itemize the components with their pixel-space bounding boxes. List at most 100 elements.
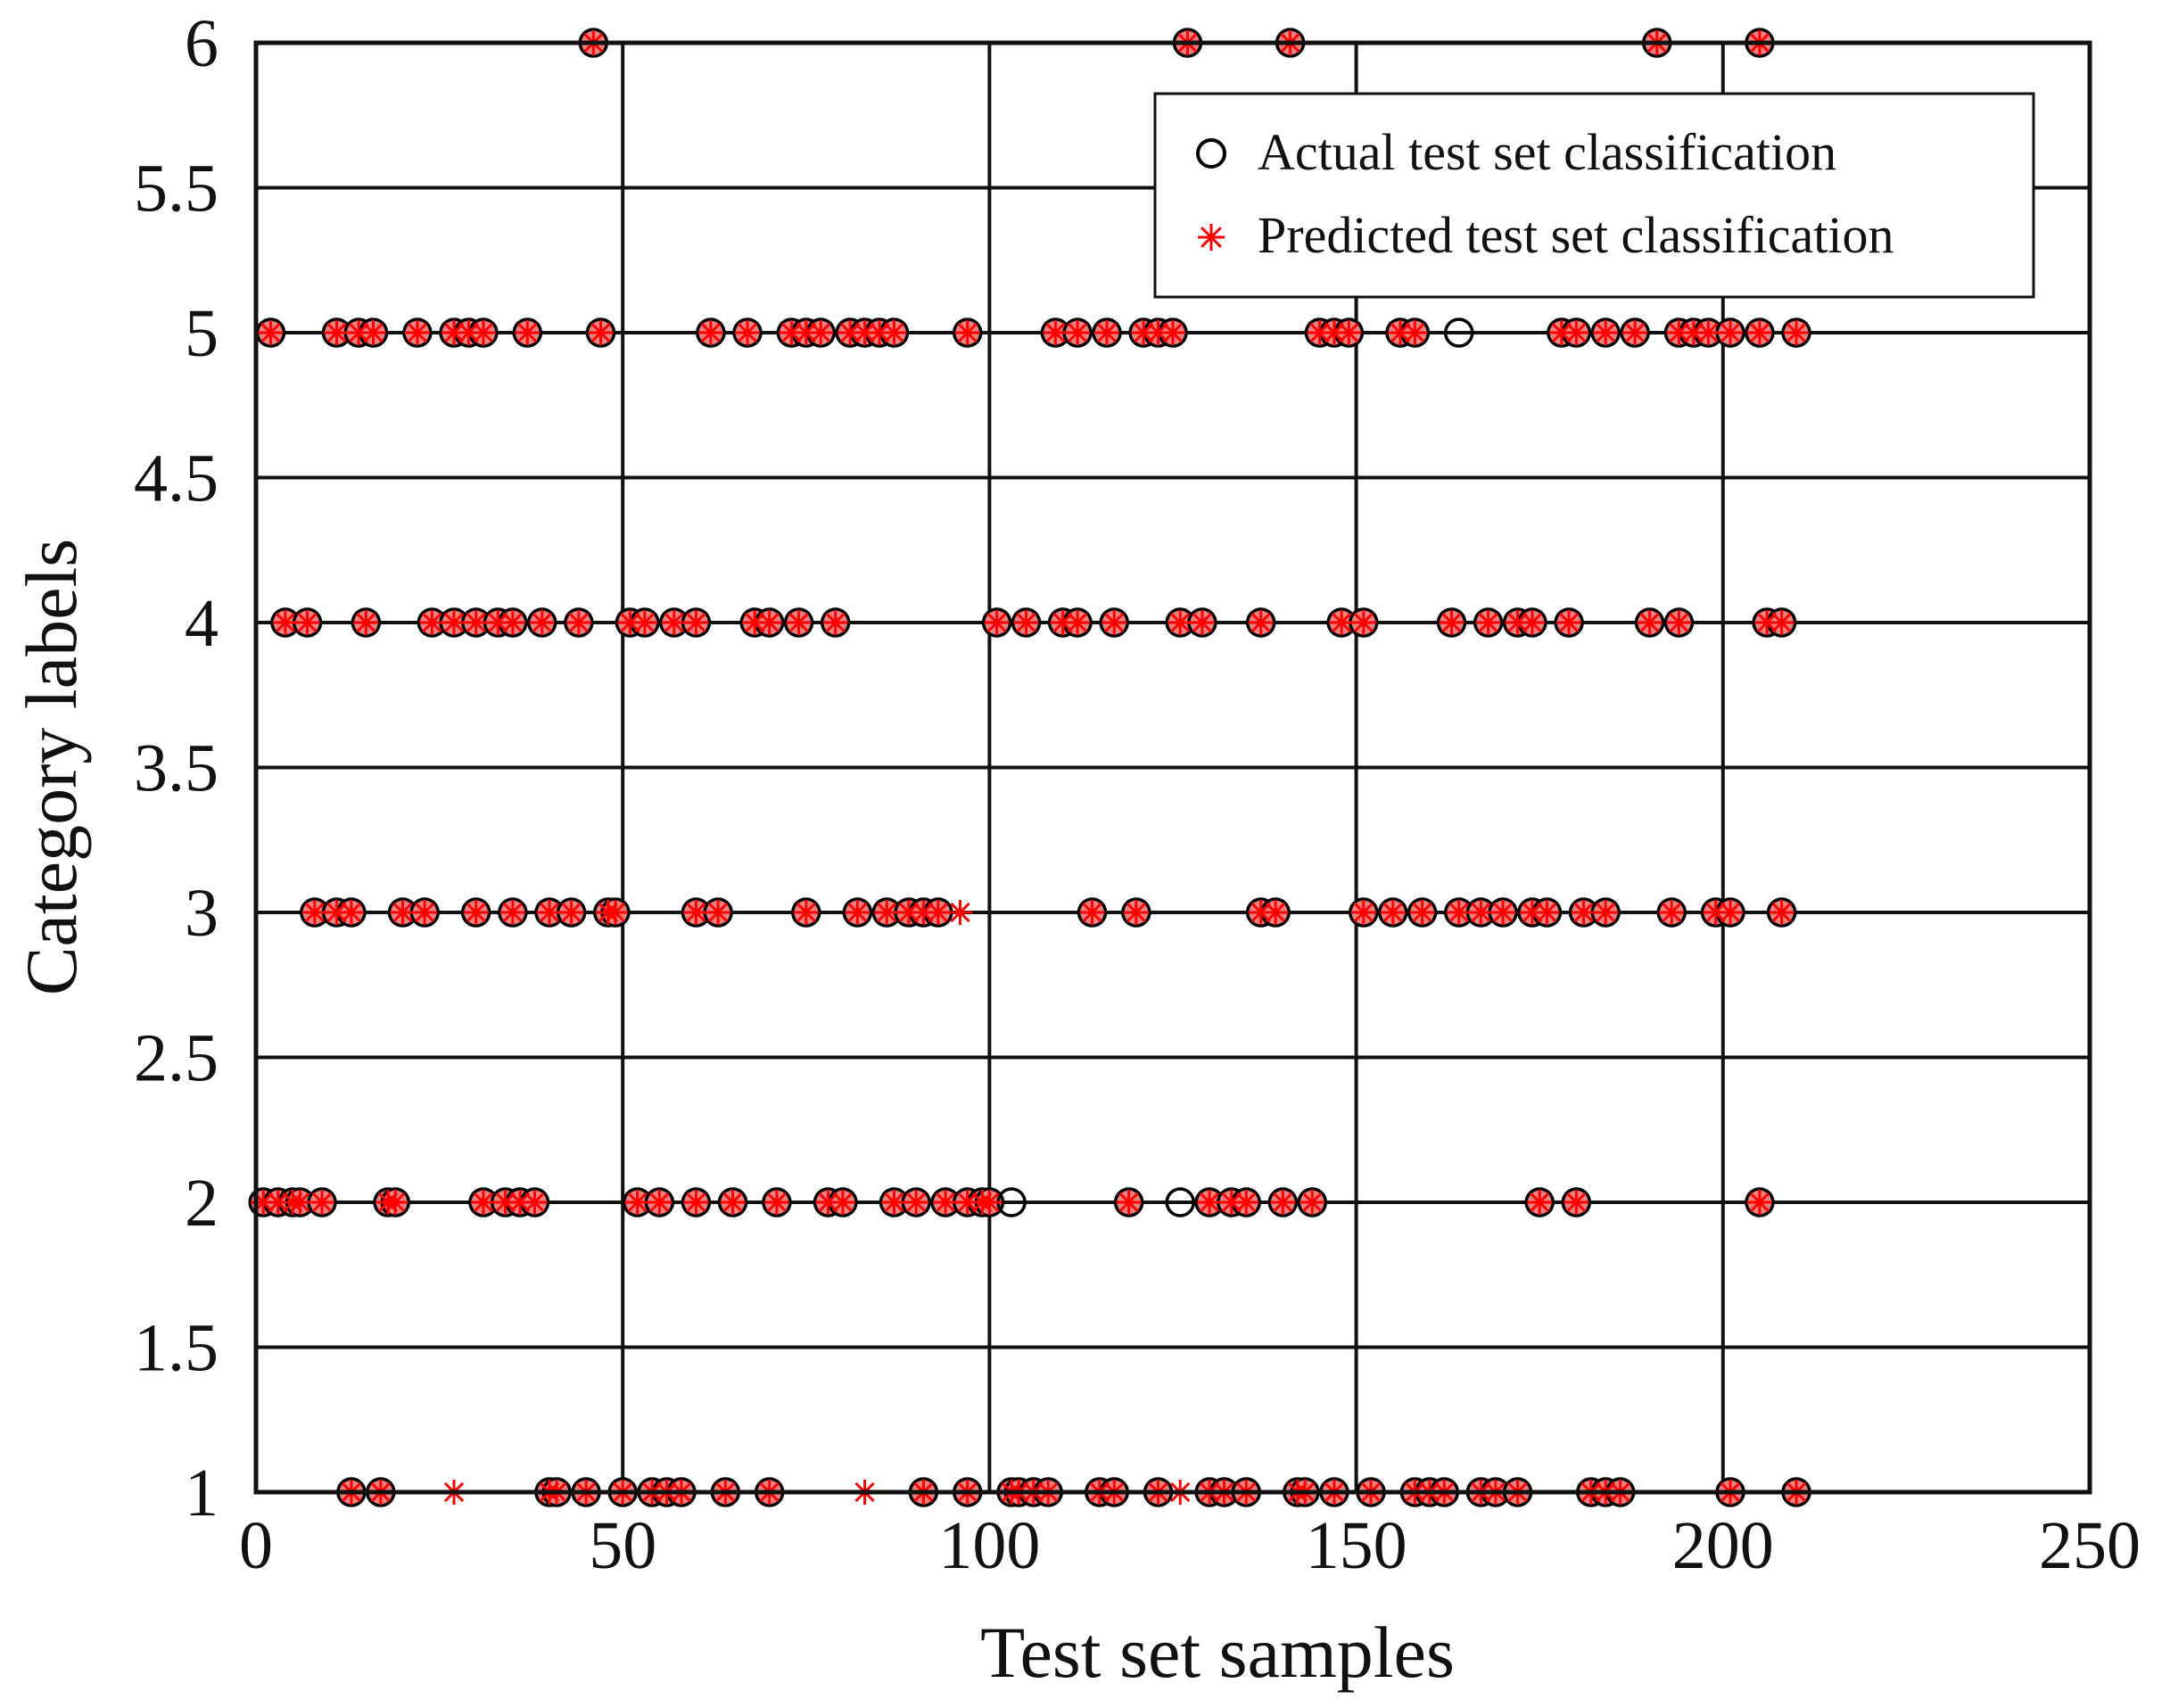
x-tick-label: 150 [1306, 1508, 1407, 1583]
predicted-point [1131, 320, 1157, 345]
predicted-point [1065, 610, 1091, 635]
predicted-point [470, 320, 496, 345]
y-tick-label: 1.5 [134, 1311, 219, 1386]
predicted-point [499, 610, 525, 635]
predicted-point [808, 320, 834, 345]
predicted-point [441, 320, 467, 345]
predicted-point [903, 1190, 929, 1215]
predicted-point [779, 320, 804, 345]
predicted-point [1300, 1190, 1325, 1215]
predicted-point [1402, 320, 1428, 345]
x-tick-label: 0 [239, 1508, 273, 1583]
predicted-point [412, 900, 438, 925]
y-tick-label: 4 [185, 586, 219, 661]
x-tick-label: 100 [938, 1508, 1040, 1583]
predicted-point [947, 900, 973, 925]
predicted-point [1593, 320, 1619, 345]
predicted-point [1769, 900, 1795, 925]
predicted-point [558, 900, 584, 925]
predicted-point [1116, 1190, 1142, 1215]
legend-circle [1196, 138, 1226, 169]
predicted-point [588, 320, 614, 345]
predicted-point [647, 1190, 672, 1215]
predicted-point [1446, 900, 1472, 925]
predicted-point [661, 610, 687, 635]
predicted-point [383, 1190, 408, 1215]
predicted-point [287, 1190, 313, 1215]
predicted-point [1564, 320, 1589, 345]
predicted-point [1622, 320, 1648, 345]
predicted-point [822, 610, 848, 635]
predicted-point [1234, 1190, 1259, 1215]
predicted-point [441, 610, 467, 635]
predicted-point [360, 320, 386, 345]
predicted-point [536, 900, 562, 925]
legend: Actual test set classification Predicted… [1153, 92, 2035, 299]
predicted-point [874, 900, 900, 925]
predicted-point [977, 1190, 1002, 1215]
predicted-point [1248, 610, 1274, 635]
predicted-point [419, 610, 445, 635]
predicted-point [1754, 610, 1780, 635]
legend-circle-marker [1196, 138, 1226, 169]
predicted-point [845, 900, 870, 925]
predicted-point [1490, 900, 1516, 925]
predicted-point [1571, 900, 1597, 925]
y-tick-label: 4.5 [134, 441, 219, 516]
y-tick-label: 1 [185, 1456, 219, 1531]
predicted-point [1746, 320, 1772, 345]
predicted-point [697, 320, 723, 345]
predicted-point [1189, 610, 1215, 635]
predicted-point [756, 610, 782, 635]
predicted-point [1439, 610, 1465, 635]
predicted-point [1718, 320, 1744, 345]
predicted-point [1556, 610, 1582, 635]
predicted-point [1475, 610, 1501, 635]
predicted-point [1050, 610, 1076, 635]
predicted-point [720, 1190, 746, 1215]
predicted-point [353, 610, 379, 635]
predicted-point [565, 610, 591, 635]
predicted-point [786, 610, 812, 635]
predicted-point [1593, 900, 1619, 925]
predicted-point [763, 1190, 789, 1215]
predicted-point [492, 1190, 518, 1215]
predicted-point [1637, 610, 1663, 635]
predicted-point [984, 610, 1010, 635]
predicted-point [1746, 1190, 1772, 1215]
predicted-point [1079, 900, 1105, 925]
x-axis-title: Test set samples [980, 1612, 1455, 1693]
predicted-point [499, 900, 525, 925]
predicted-point [272, 610, 298, 635]
predicted-point [954, 320, 980, 345]
x-tick-label: 250 [2039, 1508, 2141, 1583]
predicted-point [1197, 1190, 1223, 1215]
y-tick-label: 5.5 [134, 152, 219, 227]
predicted-point [1350, 900, 1376, 925]
predicted-point [1093, 320, 1119, 345]
predicted-point [1350, 610, 1376, 635]
predicted-point [324, 900, 350, 925]
predicted-point [1263, 900, 1289, 925]
predicted-point [515, 320, 540, 345]
predicted-point [829, 1190, 855, 1215]
predicted-point [705, 900, 731, 925]
predicted-point [1329, 610, 1355, 635]
predicted-point [1013, 610, 1039, 635]
predicted-point [470, 1190, 496, 1215]
y-axis-title: Category labels [11, 539, 92, 995]
predicted-point [1666, 610, 1692, 635]
predicted-point [404, 320, 430, 345]
legend-label-actual: Actual test set classification [1258, 123, 1836, 181]
predicted-point [925, 900, 951, 925]
predicted-point [602, 900, 628, 925]
predicted-point [258, 320, 284, 345]
plot-area-frame [253, 40, 2092, 1495]
y-tick-label: 3 [185, 876, 219, 951]
predicted-point [1534, 900, 1560, 925]
predicted-point [309, 1190, 335, 1215]
predicted-point [683, 900, 709, 925]
predicted-point [1270, 1190, 1296, 1215]
x-tick-label: 200 [1672, 1508, 1774, 1583]
predicted-point [1065, 320, 1091, 345]
